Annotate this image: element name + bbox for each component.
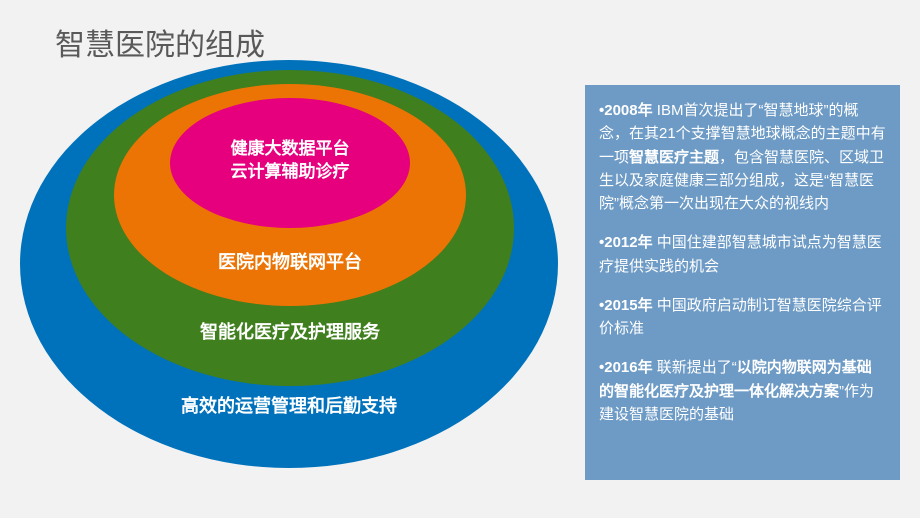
stack-layer-label: 智能化医疗及护理服务 xyxy=(66,320,514,344)
timeline-item: •2008年 IBM首次提出了“智慧地球”的概念，在其21个支撑智慧地球概念的主… xyxy=(599,99,886,215)
timeline-year: •2016年 xyxy=(599,359,653,376)
page-title: 智慧医院的组成 xyxy=(55,20,265,64)
timeline-sidebar: •2008年 IBM首次提出了“智慧地球”的概念，在其21个支撑智慧地球概念的主… xyxy=(585,85,900,480)
timeline-item: •2016年 联新提出了“以院内物联网为基础的智能化医疗及护理一体化解决方案”作… xyxy=(599,356,886,426)
stack-layer-label: 医院内物联网平台 xyxy=(114,250,466,274)
timeline-bold: 智慧医疗主题 xyxy=(629,149,719,166)
timeline-year: •2015年 xyxy=(599,297,653,314)
timeline-year: •2012年 xyxy=(599,234,653,251)
stack-layer-label: 高效的运营管理和后勤支持 xyxy=(20,394,558,418)
layer-stack: 高效的运营管理和后勤支持智能化医疗及护理服务医院内物联网平台 健康大数据平台云计算… xyxy=(20,70,560,500)
timeline-year: •2008年 xyxy=(599,102,653,119)
stack-layer-label: 健康大数据平台云计算辅助诊疗 xyxy=(170,138,410,184)
timeline-item: •2012年 中国住建部智慧城市试点为智慧医疗提供实践的机会 xyxy=(599,231,886,278)
timeline-item: •2015年 中国政府启动制订智慧医院综合评价标准 xyxy=(599,294,886,341)
stack-layer: 健康大数据平台云计算辅助诊疗 xyxy=(170,98,410,228)
